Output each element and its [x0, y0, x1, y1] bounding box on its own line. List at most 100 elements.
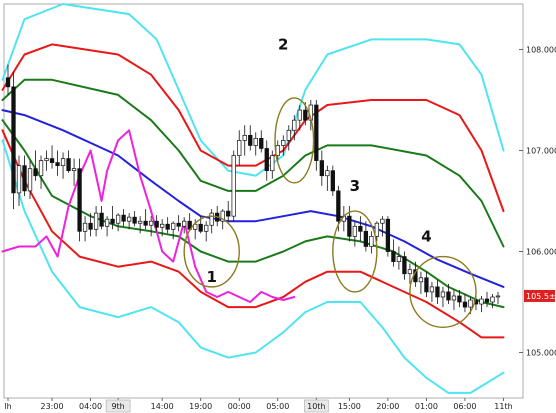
current-price-box — [524, 289, 555, 302]
candle — [391, 239, 396, 267]
candle-body — [391, 251, 396, 262]
candle-body — [198, 223, 203, 232]
candle — [358, 216, 363, 242]
time-tick-label: 15:00 — [338, 402, 361, 411]
candle-body — [104, 218, 110, 227]
candle — [385, 216, 391, 257]
candle-body — [44, 158, 49, 161]
candle-body — [93, 212, 99, 230]
time-tick-box — [105, 399, 131, 413]
time-tick-label: lh — [4, 402, 11, 411]
candle — [259, 130, 264, 153]
candle-body — [264, 148, 269, 172]
time-tick-box — [304, 399, 329, 413]
plot-area — [3, 3, 524, 399]
time-tick-label: 01:00 — [415, 402, 438, 411]
candle — [143, 209, 148, 230]
candle-body — [231, 155, 236, 217]
candle — [204, 221, 209, 242]
candle-body — [281, 140, 286, 146]
candle — [418, 271, 424, 294]
candle — [352, 221, 358, 247]
candle-body — [270, 155, 275, 172]
candle — [319, 150, 324, 186]
candle-body — [242, 134, 247, 141]
candle-body — [253, 138, 258, 146]
candle-body — [182, 220, 187, 227]
candle — [446, 283, 451, 305]
candle-body — [66, 158, 71, 172]
candle-body — [132, 216, 137, 224]
candle-body — [457, 295, 462, 303]
candle — [104, 216, 110, 237]
candle-body — [99, 212, 104, 227]
candle-body — [160, 223, 165, 228]
candle-body — [396, 256, 402, 262]
time-tick-label: 20:00 — [376, 402, 399, 411]
series-line-2 — [1, 78, 505, 248]
candle-body — [121, 214, 126, 222]
time-tick-label: 05:00 — [266, 402, 289, 411]
candle — [49, 145, 55, 169]
candle — [248, 125, 253, 151]
candle — [88, 213, 93, 237]
candle — [292, 115, 297, 141]
plot-frame — [3, 3, 524, 399]
candle — [182, 217, 187, 234]
candle — [451, 289, 457, 311]
candle-body — [451, 295, 457, 301]
candle — [171, 221, 176, 240]
time-tick-label: 23:00 — [41, 402, 64, 411]
candle — [462, 293, 468, 313]
candle — [99, 206, 104, 230]
candle — [77, 158, 82, 242]
candle-body — [369, 236, 374, 247]
price-tick-label: 108.000 — [526, 45, 556, 54]
annotation-circle — [409, 255, 477, 328]
candle — [380, 216, 385, 237]
series-line-0 — [1, 3, 505, 177]
candle-body — [115, 214, 121, 224]
candle — [330, 165, 335, 196]
candle-body — [479, 298, 484, 305]
time-tick-label: 06:00 — [453, 402, 476, 411]
annotation-circle — [274, 97, 315, 184]
candle-body — [484, 298, 490, 303]
candle — [93, 206, 99, 237]
candle-body — [490, 296, 495, 303]
candle-body — [110, 218, 115, 224]
candle — [314, 99, 319, 171]
candle — [374, 221, 380, 242]
candle-body — [407, 269, 413, 275]
candle — [160, 219, 165, 237]
candle — [237, 130, 242, 166]
candle-body — [358, 225, 363, 232]
candle — [363, 221, 369, 252]
annotation-label: 3 — [350, 177, 360, 195]
candle-body — [88, 222, 93, 230]
candle-body — [402, 256, 407, 275]
candle-body — [176, 222, 181, 227]
candle-body — [71, 168, 77, 172]
candle — [490, 293, 495, 309]
candle — [38, 155, 44, 189]
candle — [209, 209, 214, 234]
price-tick-label: 106.000 — [526, 248, 556, 257]
time-tick-label: 11th — [494, 402, 512, 411]
candle — [297, 105, 302, 131]
candle — [402, 251, 407, 280]
candle — [424, 271, 429, 297]
candle — [55, 150, 60, 176]
candle — [165, 217, 170, 234]
candle — [71, 158, 77, 186]
candle-body — [259, 138, 264, 149]
series-line-5 — [1, 129, 505, 339]
candle — [148, 216, 154, 237]
candle — [231, 150, 236, 222]
candle — [27, 160, 33, 199]
candle — [66, 150, 71, 173]
candle-body — [77, 168, 82, 232]
annotation-label: 2 — [278, 35, 288, 53]
